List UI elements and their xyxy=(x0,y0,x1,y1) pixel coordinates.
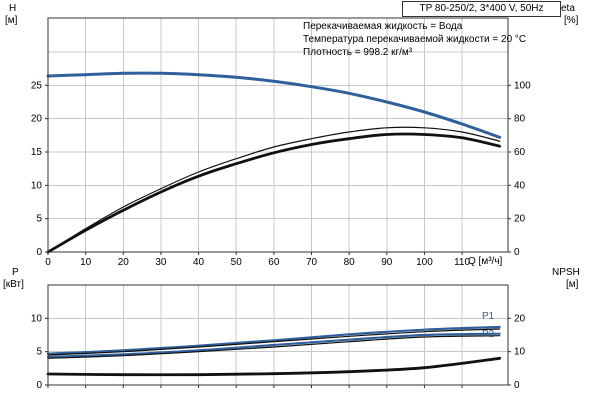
curve-eta2 xyxy=(46,132,502,254)
y-axis-label-p: P xyxy=(12,267,19,278)
y-axis-unit-p: [кВт] xyxy=(3,279,24,290)
y-axis-unit-h: [м] xyxy=(5,15,18,26)
curve-P1 xyxy=(46,325,501,355)
y-left-tick-label: 10 xyxy=(31,313,43,324)
curve-NPSH xyxy=(46,356,502,377)
curve-eta1 xyxy=(47,126,501,253)
y-right-tick-label: 20 xyxy=(514,214,526,225)
y-left-tick-label: 15 xyxy=(31,147,43,158)
curve-P2_black xyxy=(47,335,501,359)
curve-H xyxy=(46,71,502,139)
y-right-tick-label: 0 xyxy=(514,380,520,391)
x-tick-label: 30 xyxy=(155,257,167,268)
head-efficiency-panel: 0 10 20 30 40 50 60 70 80 90 100 110 0 5 10 15 20 25 0 20 40… xyxy=(31,17,531,268)
y-right-tick-label: 20 xyxy=(514,313,526,324)
x-axis-label-q: Q [м³/ч] xyxy=(468,256,503,267)
y-left-tick-label: 5 xyxy=(36,347,42,358)
y-axis-label-npsh: NPSH xyxy=(552,267,580,278)
info-line-temperature: Температура перекачиваемой жидкости = 20… xyxy=(303,34,527,45)
y-left-tick-label: 25 xyxy=(31,80,43,91)
y-left-tick-label: 10 xyxy=(31,180,43,191)
y-right-tick-label: 100 xyxy=(514,80,531,91)
y-axis-label-eta: eta xyxy=(561,3,575,14)
x-tick-label: 90 xyxy=(381,257,393,268)
panel-frame xyxy=(47,17,509,253)
info-line-density: Плотность = 998.2 кг/м³ xyxy=(303,47,413,58)
y-axis-label-h: H xyxy=(9,3,17,14)
y-right-tick-label: 10 xyxy=(514,347,526,358)
x-tick-label: 20 xyxy=(118,257,130,268)
y-left-tick-label: 5 xyxy=(36,214,42,225)
curve-label-p1: P1 xyxy=(482,311,495,322)
y-right-tick-label: 80 xyxy=(514,114,526,125)
y-left-tick-label: 0 xyxy=(36,380,42,391)
panel-frame xyxy=(47,284,509,386)
y-axis-unit-npsh: [м] xyxy=(566,279,579,290)
pump-model-title: TP 80-250/2, 3*400 V, 50Hz xyxy=(402,1,561,17)
x-tick-label: 10 xyxy=(80,257,92,268)
x-tick-label: 100 xyxy=(416,257,433,268)
info-block: Перекачиваемая жидкость = Вода Температу… xyxy=(303,20,526,59)
x-tick-label: 70 xyxy=(306,257,318,268)
x-tick-label: 40 xyxy=(193,257,205,268)
y-right-tick-label: 40 xyxy=(514,180,526,191)
y-left-tick-label: 0 xyxy=(36,247,42,258)
power-npsh-panel: 0 5 10 0 10 20 xyxy=(31,284,526,391)
y-right-tick-label: 60 xyxy=(514,147,526,158)
y-axis-unit-eta: [%] xyxy=(564,15,579,26)
x-tick-label: 110 xyxy=(454,257,470,268)
x-tick-label: 0 xyxy=(45,257,51,268)
curve-P1_black xyxy=(47,328,501,356)
curve-P2 xyxy=(46,332,501,359)
y-right-tick-label: 0 xyxy=(514,247,520,258)
curve-label-p2: P2 xyxy=(482,329,495,340)
y-left-tick-label: 20 xyxy=(31,114,43,125)
x-tick-label: 60 xyxy=(268,257,280,268)
x-tick-label: 50 xyxy=(231,257,243,268)
x-tick-label: 80 xyxy=(344,257,356,268)
info-line-liquid: Перекачиваемая жидкость = Вода xyxy=(303,21,463,32)
